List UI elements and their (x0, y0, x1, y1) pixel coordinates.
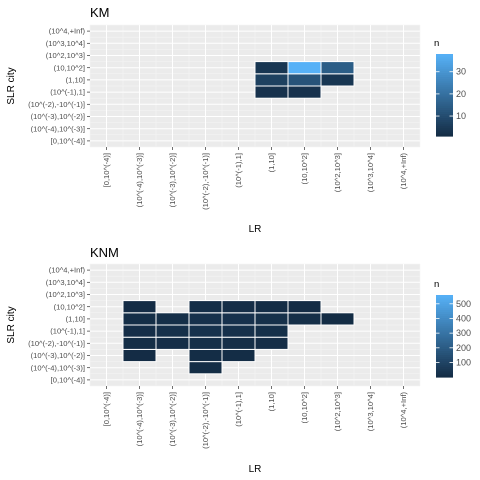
y-tick-label: (10^4,+Inf) (49, 27, 86, 36)
heatmap-cell: (10,10^2] / (1,10]: 16 (288, 313, 321, 325)
legend: n 100 200 300 400 500 (434, 279, 471, 378)
y-axis-title: SLR city (6, 67, 17, 104)
legend-title: n (434, 279, 439, 290)
heatmap-cell: (10^(-1),1] / (1,10]: 28 (222, 313, 255, 325)
heatmap-cell: (10^(-4),10^(-3)] / (10^(-3),10^(-2)]: 6 (123, 349, 156, 361)
y-tick-label: (10^(-2),-10^(-1)] (28, 100, 85, 109)
heatmap-cell: (10^(-4),10^(-3)] / (10^(-2),-10^(-1)]: … (123, 337, 156, 349)
y-tick-label: [0,10^(-4)] (51, 376, 85, 385)
legend-tick-label: 100 (456, 357, 471, 367)
heatmap-cell: (10^2,10^3] / (1,10]: 4 (321, 74, 354, 86)
x-tick-label: (10^3,10^4] (366, 392, 375, 431)
heatmap-cell: (10^(-1),1] / (10^(-2),-10^(-1)]: 18 (222, 337, 255, 349)
heatmap-cell: (10^(-2),-10^(-1)] / (10^(-2),-10^(-1)]:… (189, 337, 222, 349)
heatmap-cell: (10^(-4),10^(-3)] / (10^(-1),1]: 15 (123, 325, 156, 337)
heatmap-cell: (10^(-2),-10^(-1)] / (1,10]: 25 (189, 313, 222, 325)
x-tick-label: (10^(-3),10^(-2)] (168, 153, 177, 207)
heatmap-cell: (10,10^2] / (10^(-1),1]: 3 (288, 86, 321, 98)
legend-tick-label: 300 (456, 328, 471, 338)
x-tick-label: [0,10^(-4)] (102, 153, 111, 187)
panel-title: KM (90, 5, 110, 20)
x-tick-label: (1,10] (267, 392, 276, 411)
x-tick-label: (10,10^2] (300, 392, 309, 423)
heatmap-cell: (1,10] / (10^(-2),-10^(-1)]: 14 (255, 337, 288, 349)
x-tick-label: (10^(-1),1] (234, 392, 243, 427)
y-tick-label: (10^2,10^3] (46, 290, 85, 299)
heatmap-cell: (10^2,10^3] / (1,10]: 5 (321, 313, 354, 325)
legend-tick-label: 200 (456, 343, 471, 353)
heatmap-cell: (10^(-3),10^(-2)] / (10^(-1),1]: 22 (156, 325, 189, 337)
y-tick-label: (10^(-3),10^(-2)] (31, 112, 85, 121)
x-tick-label: (10^(-2),-10^(-1)] (201, 392, 210, 449)
y-tick-label: (10^(-4),10^(-3)] (31, 124, 85, 133)
heatmap-cell: (10^(-2),-10^(-1)] / (10,10^2]: 12 (189, 301, 222, 313)
x-tick-label: (10^(-2),-10^(-1)] (201, 153, 210, 210)
heatmap-cell: (1,10] / (1,10]: 24 (255, 313, 288, 325)
x-axis-title: LR (249, 224, 262, 235)
y-tick-label: (10^(-3),10^(-2)] (31, 351, 85, 360)
x-tick-label: (10^4,+Inf) (399, 153, 408, 190)
x-tick-label: (10^(-4),10^(-3)] (135, 392, 144, 446)
x-tick-label: (10^(-3),10^(-2)] (168, 392, 177, 446)
y-tick-label: (10^(-4),10^(-3)] (31, 363, 85, 372)
legend-tick-label: 400 (456, 313, 471, 323)
panel-title: KNM (90, 245, 119, 260)
heatmap-cell: (10^(-1),1] / (10,10^2]: 14 (222, 301, 255, 313)
x-tick-label: (10,10^2] (300, 153, 309, 184)
heatmap-cell: (10^2,10^3] / (10,10^2]: 15 (321, 62, 354, 74)
legend-gradient-step (436, 295, 453, 298)
legend-tick-label: 500 (456, 299, 471, 309)
legend-gradient-step (436, 54, 453, 57)
legend: n 10 20 30 (434, 38, 466, 137)
y-axis-title: SLR city (6, 306, 17, 343)
y-tick-label: (10^(-2),-10^(-1)] (28, 339, 85, 348)
heatmap-cell: (10^(-4),10^(-3)] / (10,10^2]: 7 (123, 301, 156, 313)
legend-tick-label: 20 (456, 89, 466, 99)
heatmap-cell: (10^(-1),1] / (10^(-3),10^(-2)]: 9 (222, 349, 255, 361)
y-tick-label: (10,10^2] (54, 302, 85, 311)
heatmap-cell: (10^(-2),-10^(-1)] / (10^(-3),10^(-2)]: … (189, 349, 222, 361)
heatmap-cell: (10^(-2),-10^(-1)] / (10^(-1),1]: 30 (189, 325, 222, 337)
y-tick-label: (10,10^2] (54, 63, 85, 72)
heatmap-cell: (10^(-1),1] / (10^(-1),1]: 26 (222, 325, 255, 337)
x-tick-label: (1,10] (267, 153, 276, 172)
y-tick-label: (1,10] (66, 315, 85, 324)
x-tick-label: (10^4,+Inf) (399, 392, 408, 429)
x-tick-label: (10^3,10^4] (366, 153, 375, 192)
heatmap-cell: (10^(-2),-10^(-1)] / (10^(-4),10^(-3)]: … (189, 362, 222, 374)
x-tick-label: (10^2,10^3] (333, 153, 342, 192)
heatmap-cell: (10^(-3),10^(-2)] / (10^(-2),-10^(-1)]: … (156, 337, 189, 349)
x-tick-label: (10^(-1),1] (234, 153, 243, 188)
y-tick-label: (10^(-1),1] (50, 88, 85, 97)
heatmap-cell: (10,10^2] / (1,10]: 12 (288, 74, 321, 86)
panel-knm: KNM (10^(-2),-10^(-1)] / (10^(-4),10^(-3)… (6, 245, 471, 475)
heatmap-cell: (10^(-4),10^(-3)] / (1,10]: 12 (123, 313, 156, 325)
panel-km: KM (1,10] / (10^(-1),1]: 3(10,10^2] / (10… (6, 5, 466, 235)
y-tick-label: (1,10] (66, 76, 85, 85)
y-tick-label: (10^2,10^3] (46, 51, 85, 60)
legend-title: n (434, 38, 439, 49)
legend-tick-label: 30 (456, 67, 466, 77)
heatmap-cell: (10^(-3),10^(-2)] / (1,10]: 18 (156, 313, 189, 325)
heatmap-cell: (10,10^2] / (10,10^2]: 38 (288, 62, 321, 74)
y-tick-label: (10^3,10^4] (46, 278, 85, 287)
heatmap-cell: (10,10^2] / (10,10^2]: 6 (288, 301, 321, 313)
heatmap-cell: (1,10] / (10,10^2]: 4 (255, 62, 288, 74)
x-axis-title: LR (249, 464, 262, 475)
y-tick-label: (10^4,+Inf) (49, 266, 86, 275)
x-tick-label: (10^(-4),10^(-3)] (135, 153, 144, 207)
legend-tick-label: 10 (456, 111, 466, 121)
heatmap-cell: (1,10] / (10,10^2]: 10 (255, 301, 288, 313)
y-tick-label: (10^(-1),1] (50, 327, 85, 336)
heatmap-cell: (1,10] / (10^(-1),1]: 3 (255, 86, 288, 98)
y-tick-label: [0,10^(-4)] (51, 137, 85, 146)
heatmap-cell: (1,10] / (10^(-1),1]: 20 (255, 325, 288, 337)
y-tick-label: (10^3,10^4] (46, 39, 85, 48)
x-tick-label: (10^2,10^3] (333, 392, 342, 431)
x-tick-label: [0,10^(-4)] (102, 392, 111, 426)
heatmap-cell: (1,10] / (1,10]: 7 (255, 74, 288, 86)
